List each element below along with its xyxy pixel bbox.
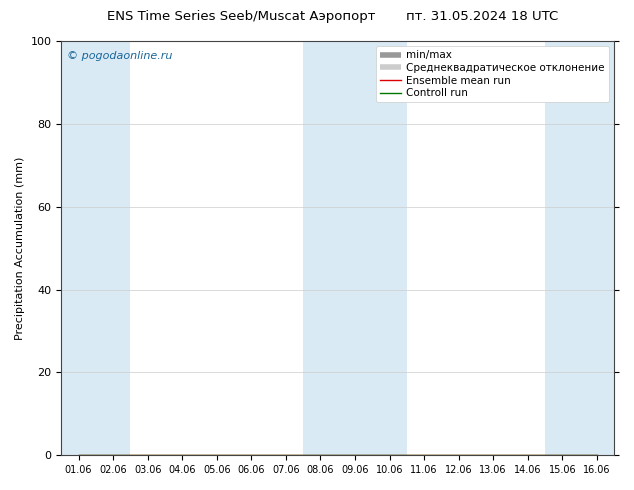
Y-axis label: Precipitation Accumulation (mm): Precipitation Accumulation (mm)	[15, 156, 25, 340]
Bar	[61, 41, 131, 455]
Text: пт. 31.05.2024 18 UTC: пт. 31.05.2024 18 UTC	[406, 10, 558, 23]
Bar	[303, 41, 407, 455]
Legend: min/max, Среднеквадратическое отклонение, Ensemble mean run, Controll run: min/max, Среднеквадратическое отклонение…	[376, 46, 609, 102]
Text: © pogodaonline.ru: © pogodaonline.ru	[67, 51, 172, 61]
Bar	[545, 41, 614, 455]
Text: ENS Time Series Seeb/Muscat Аэропорт: ENS Time Series Seeb/Muscat Аэропорт	[107, 10, 375, 23]
